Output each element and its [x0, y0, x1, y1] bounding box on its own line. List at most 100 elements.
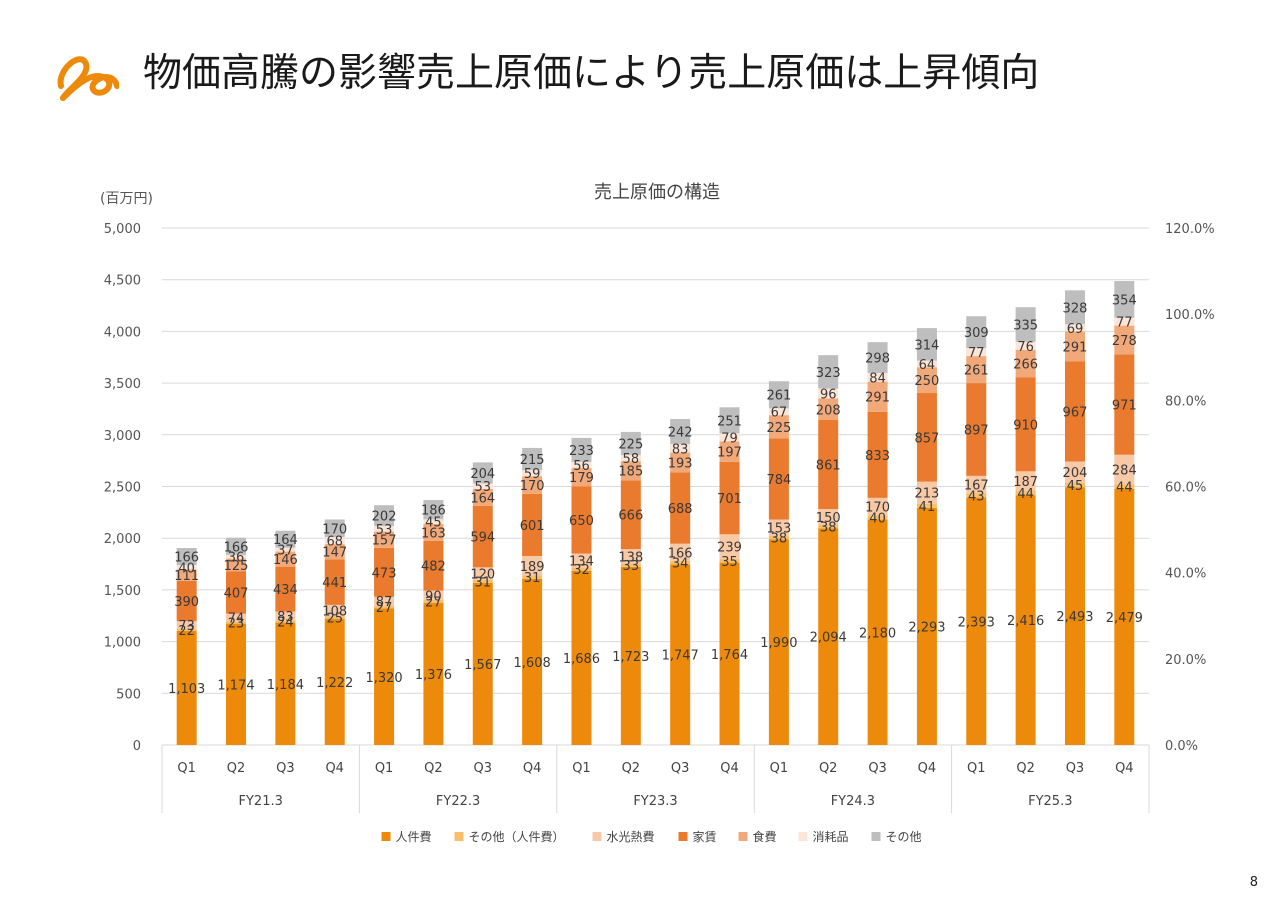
data-label: 69 — [1067, 322, 1084, 337]
bar-segment — [571, 437, 592, 462]
legend-swatch — [798, 832, 808, 841]
data-label: 77 — [1116, 316, 1133, 331]
y2-tick-label: 120.0% — [1165, 222, 1215, 237]
bar-segment — [966, 348, 987, 357]
data-label: 166 — [668, 546, 693, 561]
data-label: 239 — [717, 541, 742, 556]
y-tick-label: 3,500 — [104, 377, 141, 392]
data-label: 213 — [915, 487, 940, 502]
bar-segment — [423, 540, 444, 591]
bar-segment — [620, 549, 641, 564]
data-label: 138 — [618, 550, 643, 565]
y-tick-label: 1,500 — [104, 584, 141, 599]
data-label: 76 — [1017, 340, 1034, 355]
bar-segment — [275, 620, 296, 623]
data-label: 1,747 — [662, 649, 699, 664]
group-label: FY24.3 — [831, 794, 875, 809]
bar-segment — [1015, 341, 1036, 350]
bar-segment — [374, 526, 395, 532]
data-label: 193 — [668, 457, 693, 472]
data-label: 53 — [376, 523, 393, 538]
legend-swatch — [381, 832, 391, 841]
bar-segment — [324, 519, 345, 538]
bar-segment — [472, 567, 493, 580]
x-tick-label: Q3 — [474, 761, 493, 776]
data-label: 27 — [425, 595, 442, 610]
data-label: 87 — [376, 595, 393, 610]
data-label: 2,493 — [1056, 610, 1093, 625]
bar-segment — [571, 567, 592, 571]
bar-segment — [1064, 290, 1085, 325]
bar-segment — [226, 621, 247, 624]
data-label: 1,376 — [415, 668, 452, 683]
bar-segment — [1114, 454, 1135, 485]
data-label: 2,180 — [859, 626, 896, 641]
data-label: 43 — [968, 489, 985, 504]
bar-segment — [1015, 307, 1036, 342]
y-tick-label: 1,000 — [104, 636, 141, 651]
bar-segment — [1015, 471, 1036, 491]
data-label: 134 — [569, 554, 594, 569]
bar-segment — [818, 355, 839, 389]
data-label: 44 — [1116, 480, 1133, 495]
data-label: 971 — [1112, 399, 1137, 414]
data-label: 163 — [421, 526, 446, 541]
bar-segment — [620, 455, 641, 462]
data-label: 2,416 — [1007, 614, 1044, 629]
legend-label: 人件費 — [396, 829, 432, 844]
data-label: 261 — [766, 389, 791, 404]
bar-segment — [670, 543, 691, 561]
legend-label: 家賃 — [693, 829, 717, 844]
data-label: 68 — [326, 535, 343, 550]
bar-segment — [670, 472, 691, 544]
x-tick-label: Q1 — [177, 761, 196, 776]
bar-segment — [374, 605, 395, 609]
data-label: 1,184 — [267, 678, 304, 693]
bar-segment — [768, 381, 789, 409]
bar-segment — [867, 515, 888, 520]
data-label: 153 — [766, 521, 791, 536]
data-label: 23 — [228, 616, 245, 631]
data-label: 166 — [174, 551, 199, 566]
x-tick-label: Q3 — [671, 761, 690, 776]
bar-segment — [1064, 487, 1085, 745]
bar-segment — [374, 608, 395, 745]
data-label: 434 — [273, 583, 298, 598]
bar-segment — [522, 476, 543, 494]
page-title: 物価高騰の影響売上原価により売上原価は上昇傾向 — [143, 51, 1040, 96]
bar-segment — [275, 566, 296, 612]
bar-segment — [670, 564, 691, 745]
bar-segment — [966, 497, 987, 745]
data-label: 166 — [224, 540, 249, 555]
bar-segment — [916, 481, 937, 504]
data-label: 64 — [919, 358, 936, 373]
data-label: 32 — [573, 563, 590, 578]
data-label: 73 — [178, 619, 195, 634]
bar-segment — [522, 575, 543, 579]
data-label: 31 — [475, 575, 492, 590]
data-label: 38 — [820, 521, 837, 536]
bar-segment — [472, 582, 493, 745]
data-label: 147 — [322, 546, 347, 561]
bar-segment — [571, 570, 592, 745]
x-tick-label: Q4 — [720, 761, 739, 776]
data-label: 53 — [475, 480, 492, 495]
data-label: 56 — [573, 459, 590, 474]
data-label: 146 — [273, 553, 298, 568]
bar-segment — [226, 554, 247, 559]
data-label: 1,764 — [711, 648, 748, 663]
bar-segment — [423, 599, 444, 603]
bar-segment — [275, 551, 296, 567]
data-label: 24 — [277, 615, 294, 630]
data-label: 666 — [618, 509, 643, 524]
bar-segment — [226, 623, 247, 745]
bar-segment — [966, 316, 987, 349]
group-label: FY23.3 — [633, 794, 677, 809]
bar-segment — [867, 342, 888, 373]
data-label: 242 — [668, 425, 693, 440]
data-label: 309 — [964, 326, 989, 341]
y-tick-label: 2,500 — [104, 481, 141, 496]
data-label: 185 — [618, 465, 643, 480]
bar-segment — [670, 444, 691, 453]
data-label: 189 — [520, 560, 545, 575]
